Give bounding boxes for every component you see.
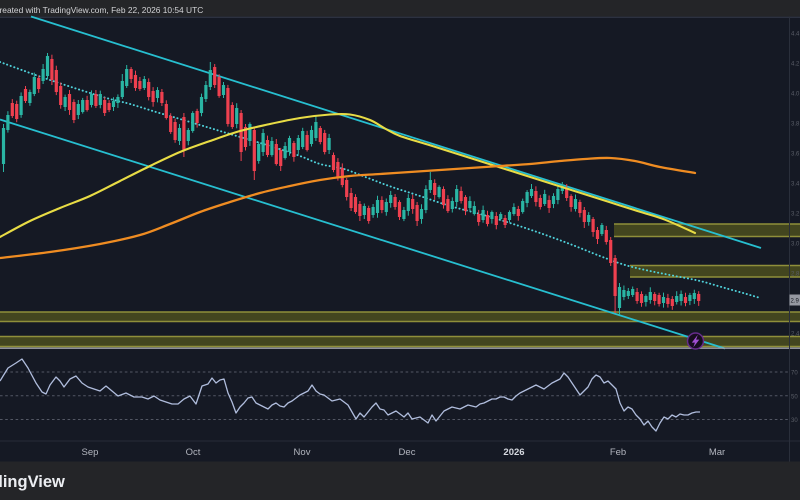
- svg-text:4.0: 4.0: [791, 92, 800, 98]
- svg-text:3.6: 3.6: [791, 152, 800, 158]
- svg-text:50: 50: [791, 394, 798, 400]
- svg-text:3.4: 3.4: [791, 182, 800, 188]
- svg-text:Dec: Dec: [399, 447, 416, 458]
- svg-text:2026: 2026: [503, 447, 524, 458]
- svg-text:3.8: 3.8: [791, 122, 800, 128]
- svg-text:4.2: 4.2: [791, 62, 800, 68]
- svg-text:reated with TradingView.com, F: reated with TradingView.com, Feb 22, 202…: [0, 5, 203, 15]
- svg-text:Oct: Oct: [186, 447, 201, 458]
- svg-text:TradingView: TradingView: [0, 473, 65, 491]
- svg-text:4.4: 4.4: [791, 32, 800, 38]
- svg-text:30: 30: [791, 418, 798, 424]
- svg-text:70: 70: [791, 371, 798, 377]
- svg-text:Feb: Feb: [610, 447, 626, 458]
- svg-text:2.9: 2.9: [791, 299, 800, 305]
- svg-text:3.2: 3.2: [791, 212, 800, 218]
- svg-text:Mar: Mar: [709, 447, 725, 458]
- svg-text:2.4: 2.4: [791, 332, 800, 338]
- svg-text:3.0: 3.0: [791, 242, 800, 248]
- svg-text:2.8: 2.8: [791, 272, 800, 278]
- svg-text:Sep: Sep: [82, 447, 99, 458]
- svg-text:Nov: Nov: [294, 447, 311, 458]
